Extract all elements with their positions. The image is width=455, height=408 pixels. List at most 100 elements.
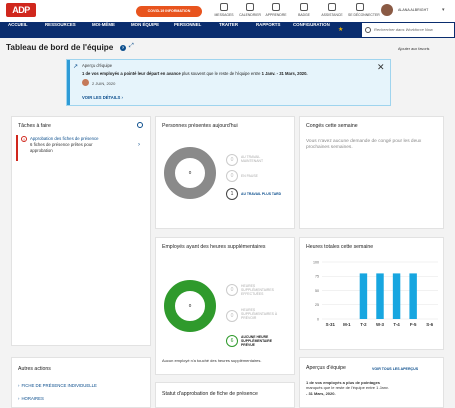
bar-W-3[interactable] (376, 273, 384, 319)
overtime-center-value: 0 (188, 303, 192, 308)
legend-label-overtime-done: HEURES SUPPLÉMENTAIRES EFFECTUÉES (241, 284, 274, 297)
y-tick-label: 75 (315, 275, 319, 279)
search-box[interactable]: Rechercher dans Workforce Now (361, 22, 455, 38)
x-tick-label: W-3 (376, 322, 385, 327)
team-insights-card: Aperçus d'équipe VOIR TOUS LES APERÇUS 1… (299, 357, 444, 408)
other-actions-title: Autres actions (18, 366, 51, 372)
trend-icon: ↗ (73, 64, 79, 70)
x-tick-label: T-2 (360, 322, 367, 327)
nav-item-home[interactable]: ACCUEIL (8, 22, 28, 27)
alert-icon: ! (21, 136, 27, 142)
hours-chart: 0 25 50 75 100 S-31 M-1 T-2 W-3 T-4 F-5 S-6 (313, 260, 438, 327)
insight-body: 1 de vos employés a pointé leur départ e… (82, 71, 308, 76)
present-center-value: 0 (188, 170, 192, 175)
bar-F-5[interactable] (409, 273, 417, 319)
time-off-card: Congés cette semaine Vous n'avez aucune … (299, 116, 444, 229)
y-tick-label: 100 (313, 260, 319, 264)
legend-value-later: 1 (226, 188, 238, 200)
help-icon[interactable]: ? (120, 45, 126, 51)
legend-label-later[interactable]: AU TRAVAIL PLUS TARD (241, 192, 282, 196)
legend-label-break: EN PAUSE (241, 174, 258, 178)
x-tick-label: S-31 (326, 322, 336, 327)
team-insight-text: 1 de vos employés a plus de pointages man… (306, 380, 389, 396)
nav-item-people[interactable]: PERSONNEL (174, 22, 202, 27)
y-tick-label: 50 (315, 289, 319, 293)
time-off-title: Congés cette semaine (306, 123, 358, 129)
bar-T-4[interactable] (392, 273, 401, 319)
accent-bar (67, 60, 70, 105)
chevron-down-icon[interactable]: ▾ (442, 7, 445, 13)
search-input[interactable]: Rechercher dans Workforce Now (374, 27, 433, 32)
messages-icon[interactable]: MESSAGES (212, 3, 236, 21)
task-item-desc: 6 fiches de présence prêtes pour (30, 142, 93, 147)
legend-label-overtime-planned: HEURES SUPPLÉMENTAIRES À PRÉVOIR (241, 308, 278, 321)
adp-logo[interactable]: ADP (6, 3, 36, 17)
total-hours-card: Heures totales cette semaine 0 25 50 75 100 S… (299, 237, 444, 367)
star-icon[interactable]: ★ (338, 27, 344, 33)
overtime-note: Aucun employé n'a touché des heures supp… (162, 358, 262, 363)
legend-label-at-work: AU TRAVAIL MAINTENANT (241, 155, 264, 164)
present-today-card: Personnes présentes aujourd'hui 0 0 AU T… (155, 116, 295, 229)
help-icon[interactable]: ASSISTANCE (320, 3, 344, 21)
view-details-link[interactable]: VOIR LES DÉTAILS › (82, 95, 123, 100)
nav-item-process[interactable]: TRAITER (219, 22, 239, 27)
gear-icon[interactable] (137, 122, 143, 128)
legend-value-overtime-done: 0 (226, 284, 238, 296)
x-tick-label: M-1 (343, 322, 351, 327)
total-hours-title: Heures totales cette semaine (306, 244, 374, 250)
y-tick-label: 25 (315, 303, 319, 307)
legend-label-no-overtime: AUCUNE HEURE SUPPLÉMENTAIRE PRÉVUE (241, 335, 273, 348)
employee-avatar (82, 79, 89, 86)
approval-status-title: Statut d'approbation de fiche de présenc… (162, 391, 258, 397)
nav-item-resources[interactable]: RESSOURCES (45, 22, 76, 27)
x-tick-label: T-4 (393, 322, 400, 327)
user-avatar[interactable] (381, 4, 393, 16)
legend-value-at-work: 0 (226, 154, 238, 166)
covid-info-button[interactable]: COVID-19 INFORMATION (136, 6, 202, 17)
tasks-card: Tâches à faire ! Approbation des fiches … (11, 116, 151, 346)
task-item-timecard-approval[interactable]: ! Approbation des fiches de présence 6 f… (16, 135, 144, 161)
overtime-card: Employés ayant des heures supplémentaire… (155, 237, 295, 375)
legend-value-no-overtime: 6 (226, 335, 238, 347)
tasks-title: Tâches à faire (18, 123, 51, 129)
other-actions-card: Autres actions › FICHE DE PRÉSENCE INDIVI… (11, 357, 151, 408)
add-to-favorites-link[interactable]: Ajouter aux favoris (398, 47, 430, 51)
present-donut: 0 (164, 147, 216, 199)
main-nav: ACCUEIL RESSOURCES MOI-MÊME MON ÉQUIPE P… (0, 22, 455, 38)
calendar-icon[interactable]: CALENDRIER (238, 3, 262, 21)
nav-item-myself[interactable]: MOI-MÊME (92, 22, 115, 27)
nav-item-reports[interactable]: RAPPORTS (256, 22, 281, 27)
y-tick-label: 0 (317, 317, 319, 321)
nav-item-setup[interactable]: CONFIGURATION (293, 22, 330, 27)
view-all-insights-link[interactable]: VOIR TOUS LES APERÇUS (372, 367, 419, 371)
team-insight-banner: ↗ Aperçu d'équipe 1 de vos employés a po… (66, 59, 391, 106)
approval-status-card: Statut d'approbation de fiche de présenc… (155, 382, 295, 408)
page-title: Tableau de bord de l'équipe (6, 43, 114, 52)
task-item-title[interactable]: Approbation des fiches de présence (30, 136, 99, 141)
task-item-desc-2: approbation (30, 148, 53, 153)
search-icon (365, 27, 371, 33)
close-icon[interactable]: ✕ (377, 62, 385, 72)
chevron-right-icon[interactable]: › (138, 142, 140, 148)
expand-icon[interactable]: ⤢ (129, 43, 134, 49)
insight-date: 2 JUIN, 2020 (92, 81, 116, 86)
schedules-link[interactable]: › HORAIRES (18, 396, 44, 401)
individual-timecard-link[interactable]: › FICHE DE PRÉSENCE INDIVIDUELLE (18, 383, 97, 388)
present-title: Personnes présentes aujourd'hui (162, 123, 238, 129)
x-tick-label: F-5 (410, 322, 417, 327)
x-tick-label: S-6 (426, 322, 433, 327)
top-bar: ADP COVID-19 INFORMATION MESSAGES CALEND… (0, 0, 455, 22)
logout-icon[interactable]: SE DÉCONNECTER (348, 3, 380, 21)
legend-value-overtime-planned: 0 (226, 310, 238, 322)
badge-icon[interactable]: BADGE (292, 3, 316, 21)
legend-value-break: 0 (226, 170, 238, 182)
learning-icon[interactable]: APPRENDRE (264, 3, 288, 21)
team-insights-title: Aperçus d'équipe (306, 365, 346, 371)
nav-item-my-team[interactable]: MON ÉQUIPE (131, 22, 160, 27)
time-off-text: Vous n'avez aucune demande de congé pour… (306, 139, 422, 151)
overtime-title: Employés ayant des heures supplémentaire… (162, 244, 266, 250)
user-name[interactable]: ALANA ALBRIGHT (398, 8, 429, 12)
bar-T-2[interactable] (359, 273, 368, 319)
insight-heading: Aperçu d'équipe (82, 63, 113, 68)
overtime-donut: 0 (164, 280, 216, 332)
